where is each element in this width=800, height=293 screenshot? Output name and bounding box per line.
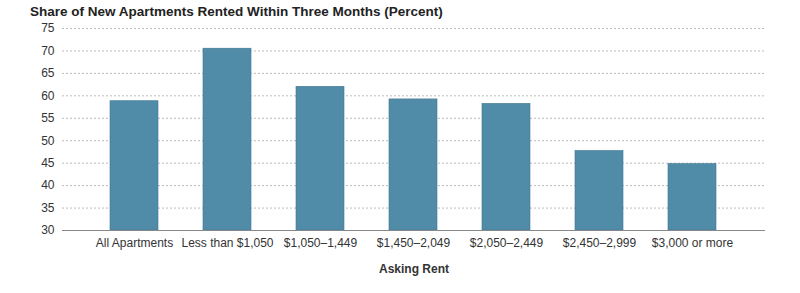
svg-text:75: 75 [41, 22, 55, 35]
svg-text:All Apartments: All Apartments [96, 236, 173, 250]
html-text:Share of New Apartments Rented: Share of New Apartments Rented Within Th… [30, 4, 443, 19]
svg-text:$1,450–2,049: $1,450–2,049 [377, 236, 451, 250]
svg-text:Less than $1,050: Less than $1,050 [181, 236, 273, 250]
svg-text:60: 60 [41, 89, 55, 103]
svg-text:$2,450–2,999: $2,450–2,999 [563, 236, 637, 250]
svg-text:45: 45 [41, 156, 55, 170]
svg-text:70: 70 [41, 44, 55, 58]
svg-text:$2,050–2,449: $2,050–2,449 [470, 236, 544, 250]
svg-text:55: 55 [41, 111, 55, 125]
svg-text:$3,000 or more: $3,000 or more [652, 236, 734, 250]
svg-text:40: 40 [41, 178, 55, 192]
svg-text:35: 35 [41, 201, 55, 215]
svg-text:50: 50 [41, 134, 55, 148]
svg-text:65: 65 [41, 66, 55, 80]
svg-text:30: 30 [41, 223, 55, 237]
svg-text:Asking Rent: Asking Rent [379, 262, 449, 276]
svg-text:$1,050–1,449: $1,050–1,449 [284, 236, 358, 250]
